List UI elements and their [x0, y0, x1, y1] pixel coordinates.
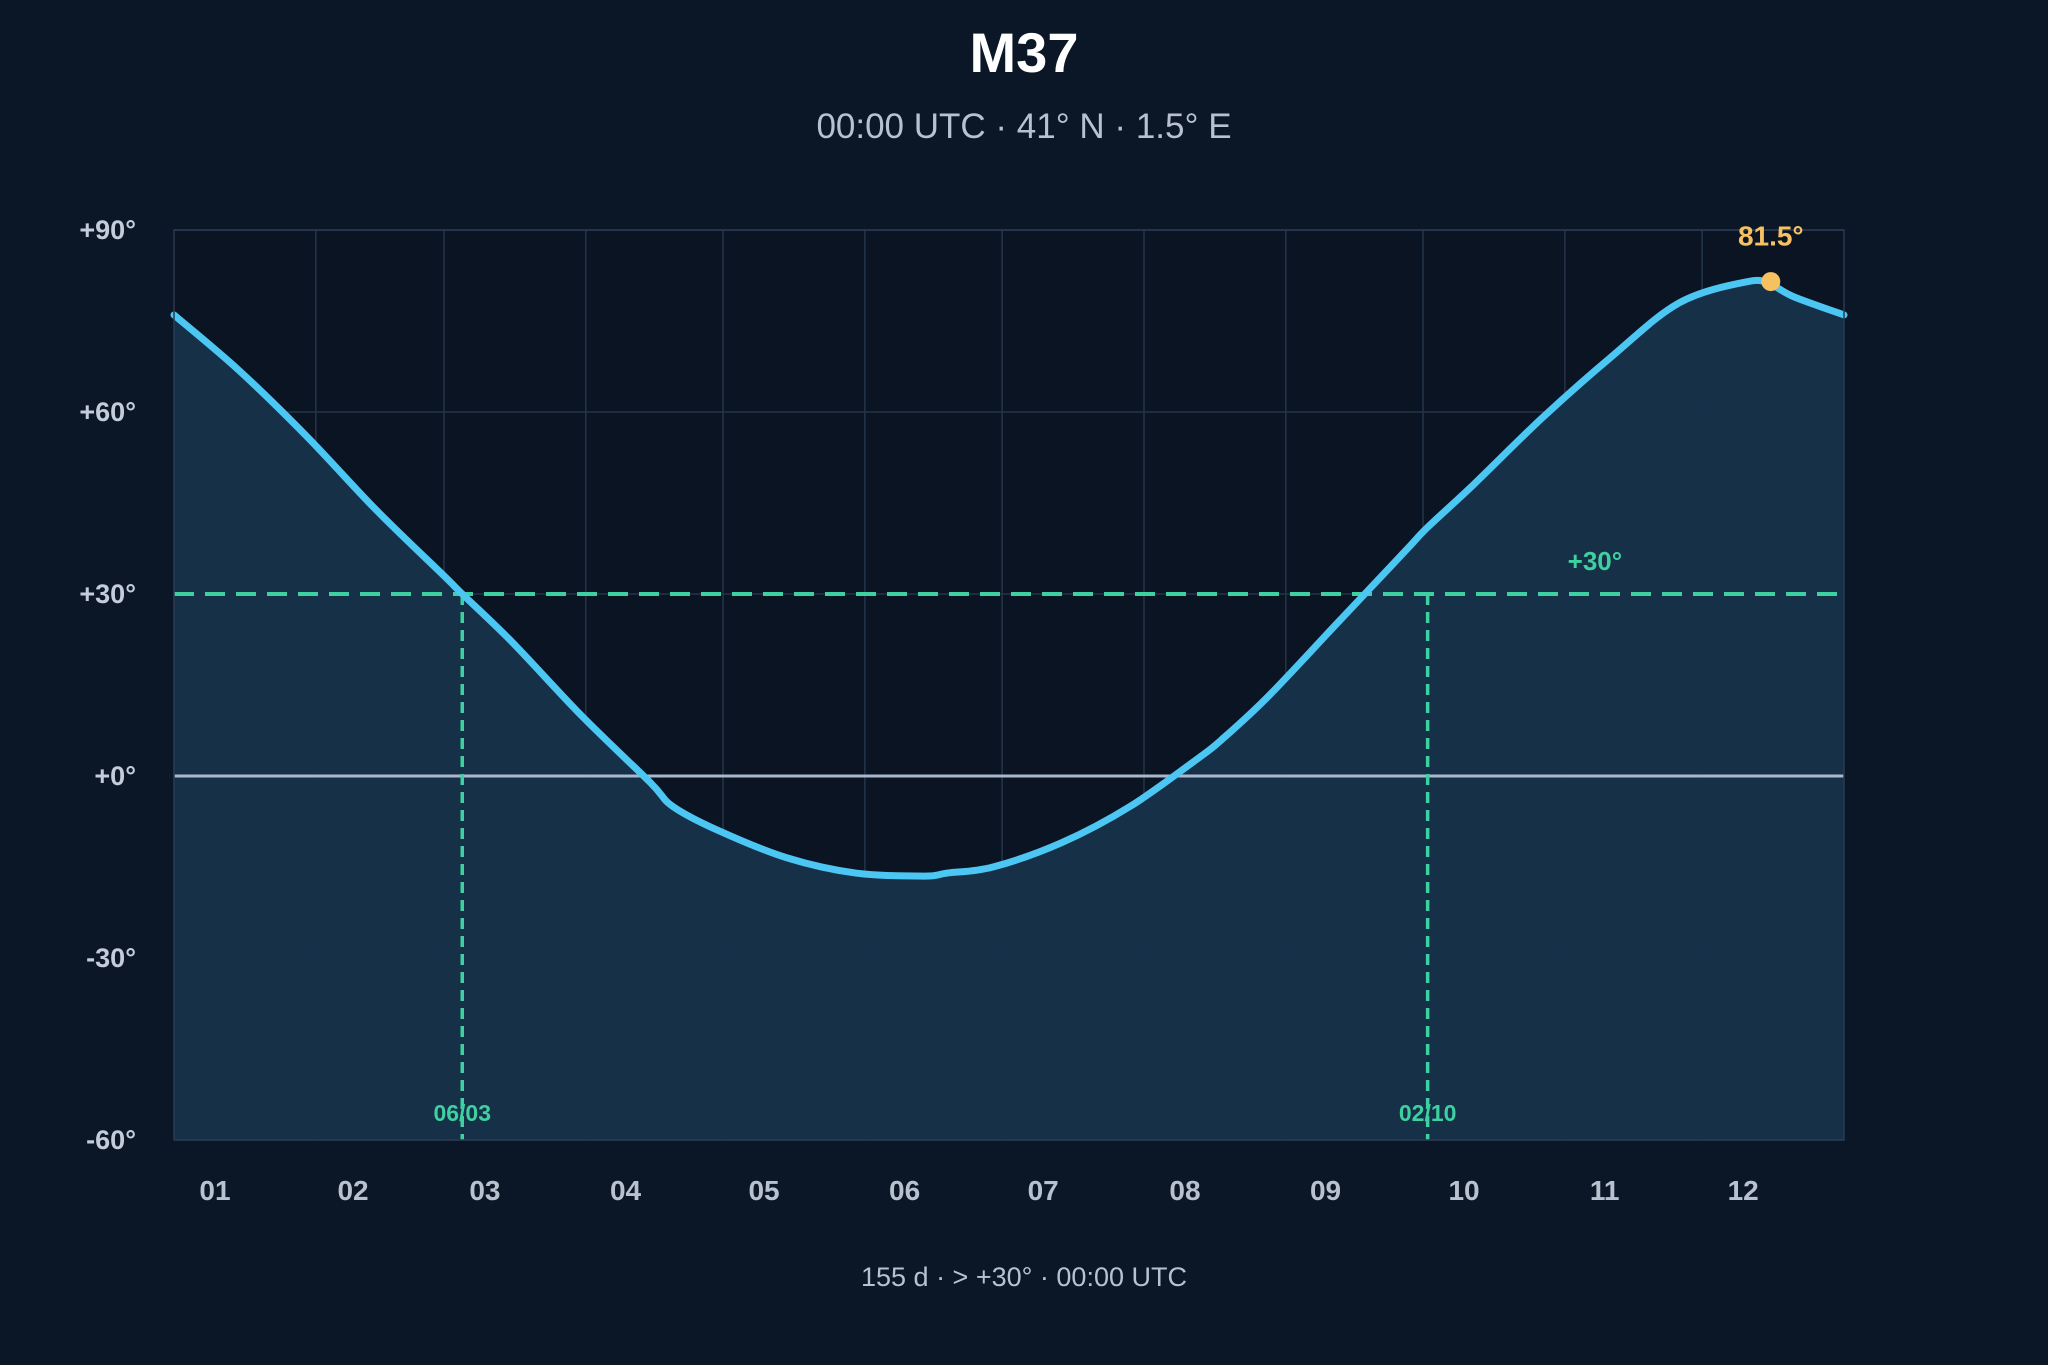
x-tick-label: 07: [1028, 1175, 1059, 1206]
x-tick-label: 01: [199, 1175, 230, 1206]
x-tick-label: 12: [1728, 1175, 1759, 1206]
x-tick-label: 08: [1169, 1175, 1200, 1206]
x-tick-label: 03: [469, 1175, 500, 1206]
peak-label: 81.5°: [1738, 221, 1804, 252]
altitude-curve: [170, 276, 1848, 880]
x-tick-label: 05: [748, 1175, 779, 1206]
crossing-label: 02/10: [1399, 1100, 1457, 1126]
x-tick-label: 04: [610, 1175, 642, 1206]
labels: +90° +60° +30° +0° -30° -60° 01 02 03 04 05 06 07 08 0…: [79, 215, 1803, 1206]
x-tick-label: 06: [889, 1175, 920, 1206]
y-tick-label: -60°: [86, 1125, 136, 1155]
threshold-label: +30°: [1568, 546, 1623, 576]
x-tick-label: 02: [337, 1175, 368, 1206]
y-tick-label: +30°: [79, 579, 136, 609]
peak-point: [1761, 272, 1781, 292]
crossing-label: 06/03: [433, 1100, 491, 1126]
y-tick-label: +0°: [94, 761, 136, 791]
y-tick-label: -30°: [86, 943, 136, 973]
x-tick-label: 11: [1590, 1175, 1620, 1206]
chart-footer: 155 d · > +30° · 00:00 UTC: [861, 1262, 1187, 1292]
reference-lines: [174, 592, 1844, 1140]
x-tick-label: 10: [1448, 1175, 1479, 1206]
chart-subtitle: 00:00 UTC · 41° N · 1.5° E: [816, 107, 1231, 146]
chart-title: M37: [970, 21, 1079, 84]
x-tick-label: 09: [1310, 1175, 1341, 1206]
plot-frame: [173, 229, 1845, 1141]
y-tick-label: +60°: [79, 397, 136, 427]
y-tick-label: +90°: [79, 215, 136, 245]
